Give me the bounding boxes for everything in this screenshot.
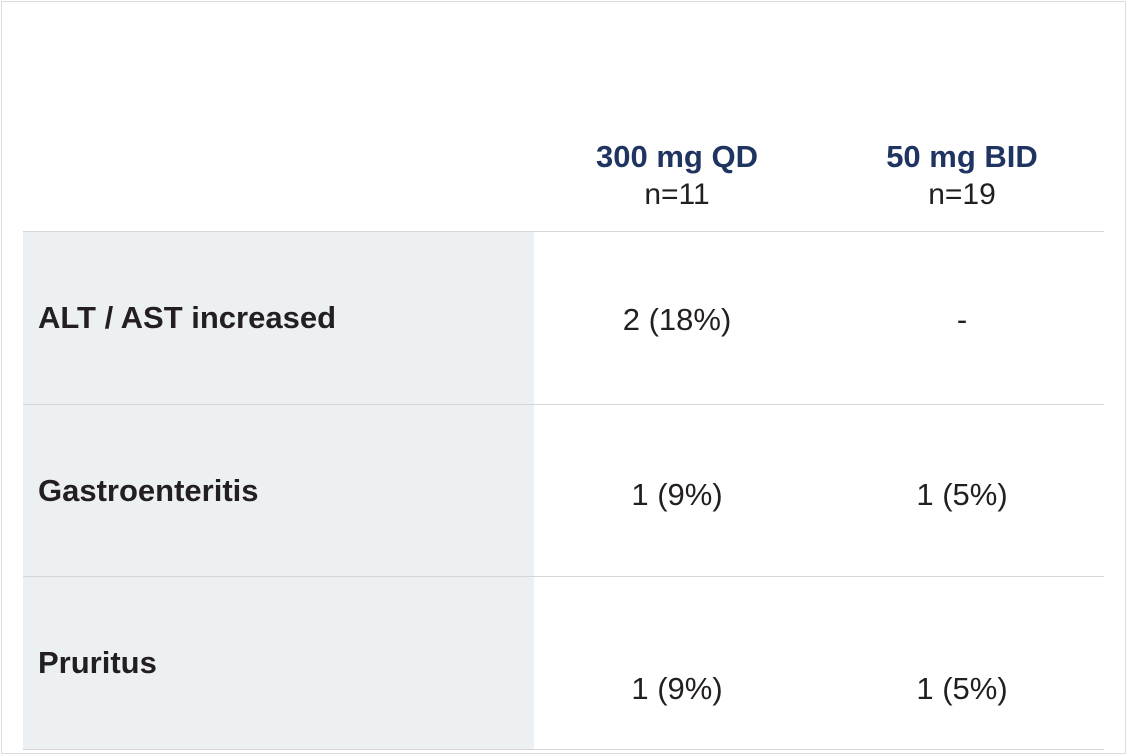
row-label-cell: Pruritus xyxy=(23,577,534,749)
table-row: ALT / AST increased 2 (18%) - xyxy=(23,231,1104,404)
cell-value: 2 (18%) xyxy=(622,302,732,337)
column-n: n=19 xyxy=(928,178,996,211)
cell-value: 1 (9%) xyxy=(631,671,723,706)
cell-value: 1 (5%) xyxy=(916,671,1008,706)
table-row: Pruritus 1 (9%) 1 (5%) xyxy=(23,576,1104,749)
cell-value: 1 (5%) xyxy=(916,477,1008,512)
row-label-cell: Gastroenteritis xyxy=(23,405,534,577)
column-title: 50 mg BID xyxy=(886,139,1038,174)
row-label-cell: ALT / AST increased xyxy=(23,232,534,404)
column-n: n=11 xyxy=(644,178,710,211)
row-label: ALT / AST increased xyxy=(38,300,337,335)
column-header-50mg: 50 mg BID n=19 xyxy=(812,138,1112,214)
cell-value: - xyxy=(956,302,968,337)
row-label: Pruritus xyxy=(38,645,157,680)
column-header-300mg: 300 mg QD n=11 xyxy=(527,138,827,214)
row-label: Gastroenteritis xyxy=(38,473,259,508)
cell-value: 1 (9%) xyxy=(631,477,723,512)
table-bottom-border xyxy=(23,749,1104,750)
table-row: Gastroenteritis 1 (9%) 1 (5%) xyxy=(23,404,1104,577)
column-title: 300 mg QD xyxy=(596,139,758,174)
